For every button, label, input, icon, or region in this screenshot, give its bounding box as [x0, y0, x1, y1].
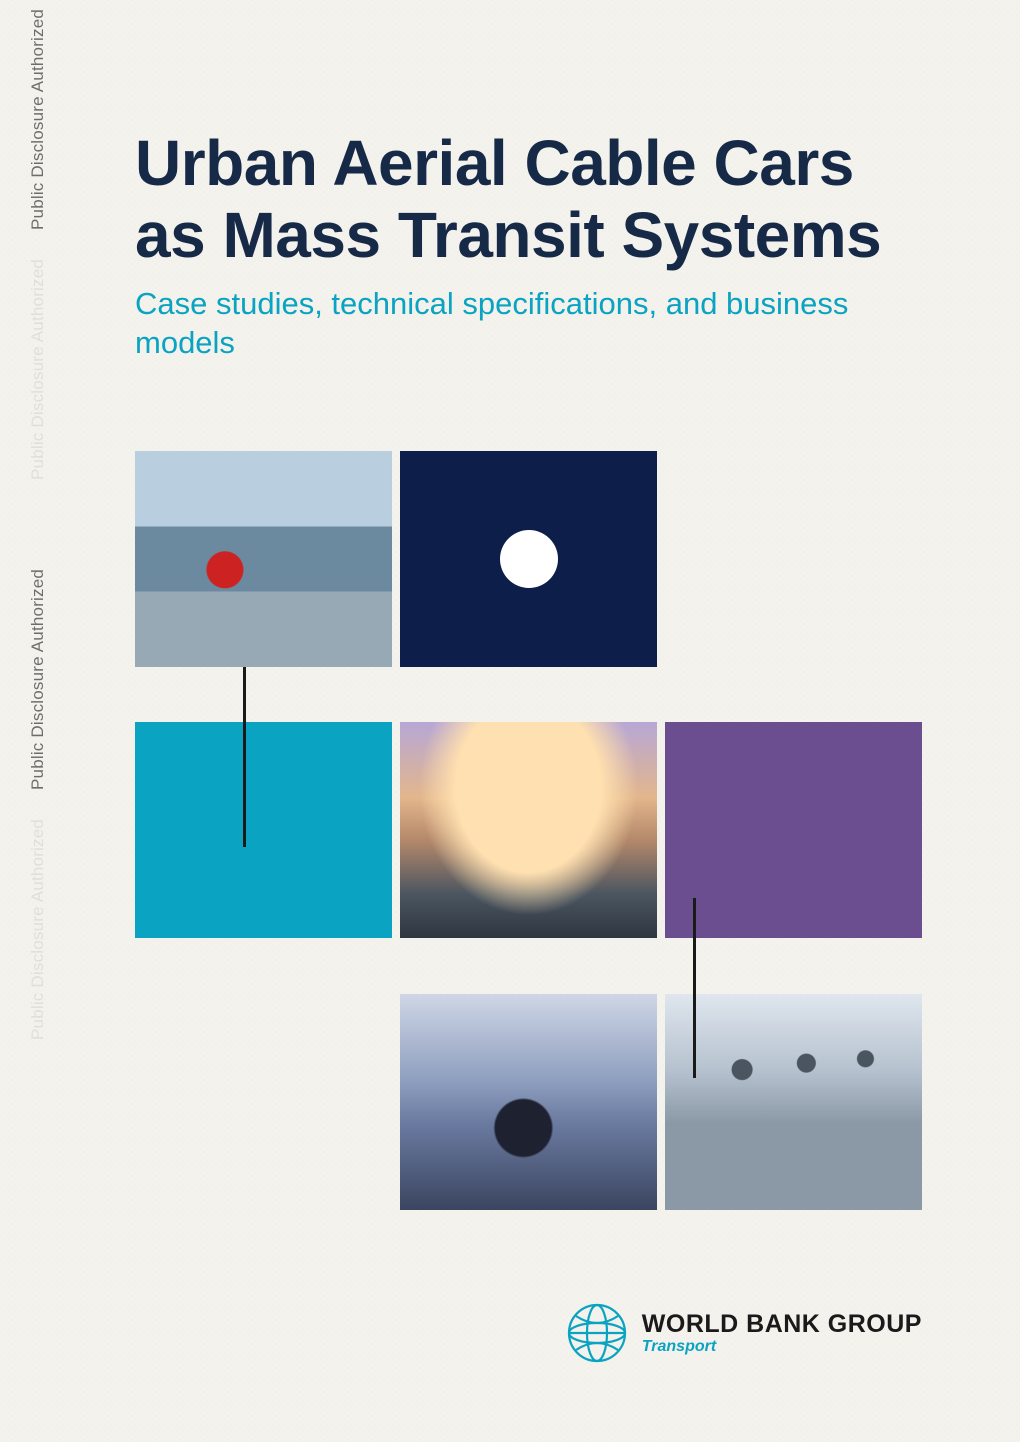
tile-photo-mountain: [135, 451, 392, 667]
tile-photo-silhouette: [400, 994, 657, 1210]
watermark-text: Public Disclosure Authorized: [28, 259, 48, 480]
watermark-text: Public Disclosure Authorized: [28, 9, 48, 230]
tile-photo-sunset: [400, 722, 657, 938]
tile-photo-city: [665, 994, 922, 1210]
tile-purple: [665, 722, 922, 938]
watermark-text: Public Disclosure Authorized: [28, 819, 48, 1040]
tile-navy-circle: [400, 451, 657, 667]
globe-icon: [566, 1302, 628, 1364]
connector-line: [243, 667, 246, 847]
connector-line: [693, 898, 696, 1078]
page: Public Disclosure Authorized Public Disc…: [0, 0, 1020, 1442]
title: Urban Aerial Cable Cars as Mass Transit …: [135, 128, 895, 271]
circle-icon: [500, 530, 558, 588]
tile-cyan: [135, 722, 392, 938]
watermark-text: Public Disclosure Authorized: [28, 569, 48, 790]
photo-placeholder: [400, 722, 657, 938]
photo-placeholder: [400, 994, 657, 1210]
logo: WORLD BANK GROUP Transport: [566, 1302, 922, 1364]
logo-unit: Transport: [642, 1339, 922, 1355]
photo-placeholder: [665, 994, 922, 1210]
subtitle: Case studies, technical specifications, …: [135, 285, 895, 363]
title-block: Urban Aerial Cable Cars as Mass Transit …: [135, 128, 895, 363]
photo-placeholder: [135, 451, 392, 667]
logo-text: WORLD BANK GROUP Transport: [642, 1312, 922, 1355]
logo-org: WORLD BANK GROUP: [642, 1312, 922, 1337]
